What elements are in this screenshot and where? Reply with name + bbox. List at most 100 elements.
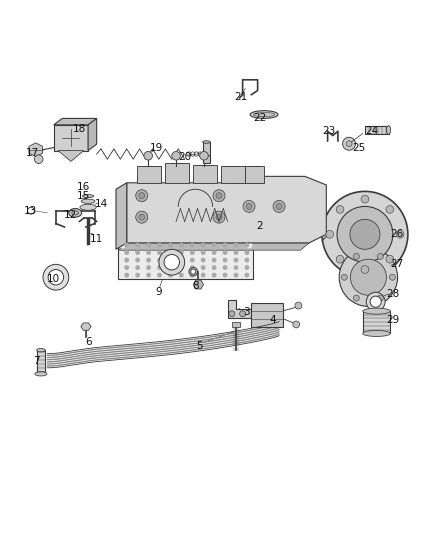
Circle shape: [396, 230, 404, 238]
Ellipse shape: [250, 111, 278, 118]
Circle shape: [125, 273, 128, 277]
Circle shape: [212, 251, 216, 254]
Circle shape: [389, 274, 396, 280]
Text: 18: 18: [73, 124, 86, 134]
Circle shape: [201, 273, 205, 277]
Circle shape: [337, 206, 393, 262]
Circle shape: [234, 244, 238, 247]
Ellipse shape: [82, 195, 94, 198]
Circle shape: [350, 219, 380, 249]
Circle shape: [276, 204, 282, 209]
Polygon shape: [221, 166, 245, 183]
Circle shape: [191, 251, 194, 254]
Circle shape: [119, 272, 126, 279]
Polygon shape: [29, 143, 42, 157]
Circle shape: [223, 251, 227, 254]
Text: 9: 9: [155, 287, 162, 297]
Circle shape: [346, 141, 352, 147]
Circle shape: [216, 192, 222, 199]
Polygon shape: [251, 303, 283, 327]
Circle shape: [366, 292, 385, 311]
Text: 12: 12: [64, 210, 78, 220]
Circle shape: [147, 259, 150, 262]
Text: 6: 6: [85, 337, 92, 346]
Circle shape: [326, 230, 334, 238]
Circle shape: [386, 206, 394, 213]
Circle shape: [139, 192, 145, 199]
Circle shape: [293, 321, 300, 328]
Circle shape: [343, 138, 356, 150]
Circle shape: [125, 251, 128, 254]
Text: 25: 25: [352, 143, 365, 154]
Circle shape: [246, 241, 252, 248]
Ellipse shape: [72, 211, 79, 215]
Circle shape: [169, 251, 172, 254]
Circle shape: [180, 244, 183, 247]
Circle shape: [213, 190, 225, 201]
Polygon shape: [54, 125, 88, 151]
Circle shape: [201, 259, 205, 262]
Polygon shape: [127, 176, 326, 243]
Circle shape: [240, 311, 246, 317]
Circle shape: [212, 266, 216, 269]
Text: 4: 4: [269, 315, 276, 325]
Ellipse shape: [253, 112, 275, 117]
Polygon shape: [37, 350, 45, 374]
Circle shape: [201, 251, 205, 254]
Polygon shape: [118, 241, 253, 279]
Ellipse shape: [363, 308, 390, 314]
Circle shape: [191, 273, 194, 277]
Circle shape: [378, 253, 383, 260]
Circle shape: [350, 259, 386, 295]
Polygon shape: [138, 166, 161, 183]
Circle shape: [243, 200, 255, 213]
Circle shape: [180, 259, 183, 262]
Text: 28: 28: [386, 289, 399, 300]
Polygon shape: [228, 300, 251, 318]
Polygon shape: [203, 142, 210, 164]
Circle shape: [136, 273, 139, 277]
Circle shape: [295, 302, 302, 309]
Circle shape: [158, 273, 161, 277]
Polygon shape: [245, 166, 264, 183]
Text: 10: 10: [47, 274, 60, 285]
Circle shape: [147, 273, 150, 277]
Circle shape: [144, 151, 152, 160]
Circle shape: [386, 255, 394, 263]
Circle shape: [273, 200, 285, 213]
Circle shape: [378, 295, 383, 301]
Circle shape: [125, 259, 128, 262]
Text: 26: 26: [391, 229, 404, 239]
Circle shape: [159, 249, 185, 275]
Ellipse shape: [35, 372, 47, 376]
Circle shape: [164, 254, 180, 270]
Circle shape: [191, 269, 196, 274]
Circle shape: [125, 244, 128, 247]
Polygon shape: [54, 118, 97, 125]
Circle shape: [201, 244, 205, 247]
Circle shape: [139, 214, 145, 220]
Text: 11: 11: [90, 233, 103, 244]
Circle shape: [200, 151, 208, 160]
Ellipse shape: [386, 126, 391, 134]
Circle shape: [234, 251, 238, 254]
Circle shape: [223, 273, 227, 277]
Circle shape: [191, 244, 194, 247]
Circle shape: [361, 265, 369, 273]
Polygon shape: [81, 323, 91, 330]
Circle shape: [246, 204, 252, 209]
Polygon shape: [116, 183, 127, 249]
Circle shape: [353, 295, 359, 301]
Circle shape: [234, 259, 238, 262]
Circle shape: [35, 155, 43, 164]
Circle shape: [212, 273, 216, 277]
Circle shape: [136, 251, 139, 254]
Ellipse shape: [81, 199, 95, 204]
Text: 17: 17: [26, 148, 39, 158]
Circle shape: [172, 151, 180, 160]
Circle shape: [223, 266, 227, 269]
Polygon shape: [363, 311, 390, 334]
Circle shape: [339, 248, 398, 306]
Circle shape: [147, 251, 150, 254]
Circle shape: [136, 211, 148, 223]
